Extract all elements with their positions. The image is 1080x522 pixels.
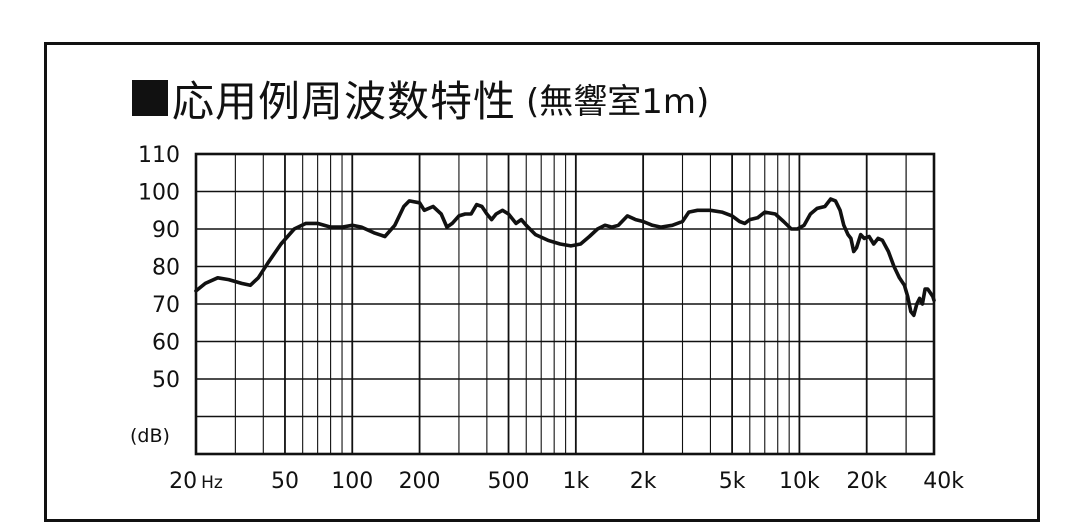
title-square-icon xyxy=(132,80,168,116)
x-tick-label: 2k xyxy=(630,469,657,494)
chart-grid xyxy=(195,153,935,455)
chart-axes xyxy=(194,152,936,456)
response-curve-group xyxy=(194,197,936,318)
x-tick-label: 40k xyxy=(923,469,964,494)
x-tick-label: 200 xyxy=(399,469,441,494)
chart-title-sub: (無響室1m) xyxy=(526,81,710,122)
x-tick-label: 500 xyxy=(488,469,530,494)
y-tick-label: 70 xyxy=(152,293,180,318)
y-tick-label: 90 xyxy=(152,218,180,243)
x-tick-labels: 20 Hz 50 100 200 500 1k 2k 5k 10k 20k 40k xyxy=(169,469,964,494)
y-tick-label: 100 xyxy=(138,181,180,206)
y-tick-labels: 110 100 90 80 70 60 50 xyxy=(138,143,180,393)
x-unit-label: Hz xyxy=(201,473,223,493)
chart-title-main: 応用例周波数特性 xyxy=(172,76,517,126)
x-tick-label: 20k xyxy=(846,469,887,494)
plot-border xyxy=(194,152,936,456)
y-axis-label: (dB) xyxy=(130,425,170,447)
y-tick-label: 60 xyxy=(152,331,180,356)
series-line-0 xyxy=(194,197,936,318)
chart-title: 応用例周波数特性 (無響室1m) xyxy=(132,68,709,128)
x-tick-label: 5k xyxy=(719,469,746,494)
x-tick-label: 1k xyxy=(562,469,589,494)
x-tick-label: 100 xyxy=(331,469,373,494)
x-tick-label: 10k xyxy=(779,469,820,494)
y-tick-label: 50 xyxy=(152,368,180,393)
y-tick-label: 110 xyxy=(138,143,180,168)
y-tick-label: 80 xyxy=(152,256,180,281)
frequency-response-chart: 110 100 90 80 70 60 50 20 Hz 50 100 200 500 1k 2k 5k 10… xyxy=(130,143,964,494)
x-tick-label: 20 Hz xyxy=(169,469,223,494)
x-tick-label: 50 xyxy=(271,469,299,494)
